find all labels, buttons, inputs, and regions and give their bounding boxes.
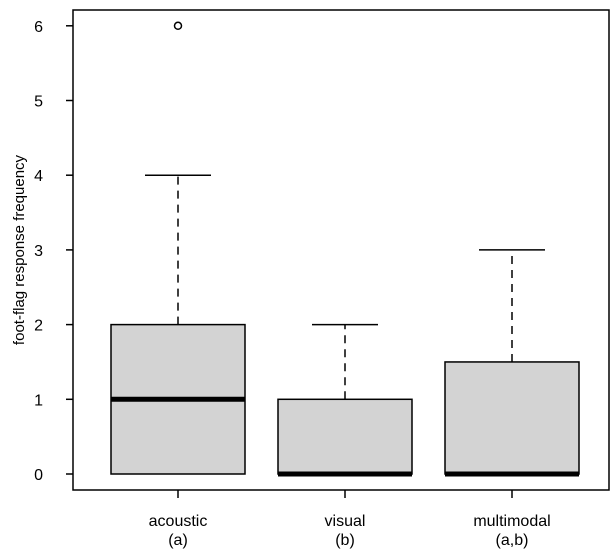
box-multimodal bbox=[444, 249, 580, 477]
x-category-label: multimodal bbox=[473, 513, 550, 530]
x-group-label: (a,b) bbox=[496, 532, 529, 549]
y-tick-label: 2 bbox=[34, 318, 43, 335]
x-category-label: acoustic bbox=[149, 513, 208, 530]
iqr-box bbox=[277, 398, 413, 475]
box-visual bbox=[277, 323, 413, 477]
x-axis-labels: acoustic (a) visual (b) multimodal (a,b) bbox=[149, 490, 551, 549]
box-series bbox=[110, 21, 580, 477]
x-category-label: visual bbox=[325, 513, 366, 530]
y-tick-label: 6 bbox=[34, 19, 43, 36]
y-axis-title: foot-flag response frequency bbox=[11, 154, 28, 345]
y-tick-label: 5 bbox=[34, 94, 43, 111]
y-tick-label: 3 bbox=[34, 243, 43, 260]
outlier-point bbox=[173, 21, 183, 31]
iqr-box bbox=[444, 361, 580, 475]
y-tick-label: 0 bbox=[34, 467, 43, 484]
y-tick-label: 4 bbox=[34, 168, 43, 185]
x-group-label: (b) bbox=[335, 532, 355, 549]
y-axis: 0 1 2 3 4 5 6 bbox=[34, 19, 73, 484]
box-acoustic bbox=[110, 21, 246, 475]
x-group-label: (a) bbox=[168, 532, 188, 549]
y-tick-label: 1 bbox=[34, 392, 43, 409]
